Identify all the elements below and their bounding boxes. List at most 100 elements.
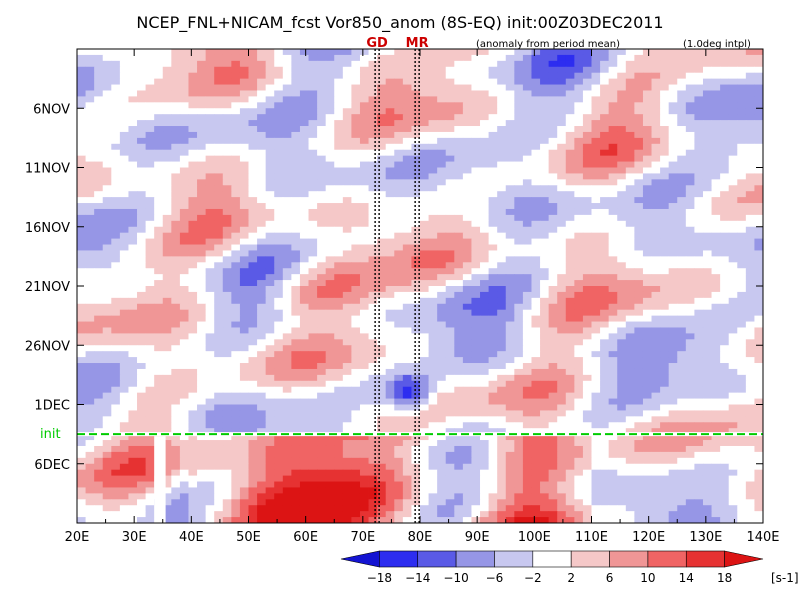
heat-cell xyxy=(488,309,498,317)
heat-cell xyxy=(94,173,104,180)
heat-cell xyxy=(222,203,232,210)
heat-cell xyxy=(728,244,738,251)
heat-cell xyxy=(111,208,121,216)
heat-cell xyxy=(711,96,721,103)
heat-cell xyxy=(600,309,610,317)
heat-cell xyxy=(591,327,601,334)
heat-cell xyxy=(411,404,421,411)
heat-cell xyxy=(205,398,215,405)
heat-cell xyxy=(677,143,687,151)
heat-cell xyxy=(291,203,301,210)
heat-cell xyxy=(102,114,112,121)
heat-cell xyxy=(745,274,755,281)
heat-cell xyxy=(111,327,121,334)
heat-cell xyxy=(754,232,764,239)
heat-cell xyxy=(462,345,472,352)
heat-cell xyxy=(488,339,498,346)
heat-cell xyxy=(402,363,412,370)
heat-cell xyxy=(625,398,635,405)
heat-cell xyxy=(94,126,104,133)
heat-cell xyxy=(591,274,601,281)
heat-cell xyxy=(85,78,95,85)
heat-cell xyxy=(557,84,567,91)
heat-cell xyxy=(522,208,532,216)
heat-cell xyxy=(531,143,541,151)
heat-cell xyxy=(462,410,472,417)
heat-cell xyxy=(514,268,524,275)
heat-cell xyxy=(334,155,344,162)
heat-cell xyxy=(420,72,429,80)
heat-cell xyxy=(660,357,670,364)
heat-cell xyxy=(454,357,464,364)
heat-cell xyxy=(548,131,558,139)
heat-cell xyxy=(402,126,412,133)
heat-cell xyxy=(582,368,592,376)
heat-cell xyxy=(214,191,224,198)
heat-cell xyxy=(239,321,249,328)
heat-cell xyxy=(728,84,738,91)
heat-cell xyxy=(574,345,584,352)
heat-cell xyxy=(531,392,541,399)
heat-cell xyxy=(445,72,455,80)
heat-cell xyxy=(411,321,421,328)
heat-cell xyxy=(154,416,164,423)
heat-cell xyxy=(745,238,755,245)
heat-cell xyxy=(248,232,258,239)
heat-cell xyxy=(402,149,412,157)
heat-cell xyxy=(471,208,481,216)
heat-cell xyxy=(377,191,387,198)
heat-cell xyxy=(299,137,309,145)
heat-cell xyxy=(351,167,361,174)
heat-cell xyxy=(651,60,661,68)
heat-cell xyxy=(188,386,198,394)
heat-cell xyxy=(454,108,464,115)
heat-cell xyxy=(694,120,704,127)
heat-cell xyxy=(531,333,541,340)
heat-cell xyxy=(660,351,670,358)
heat-cell xyxy=(540,280,550,287)
heat-cell xyxy=(634,280,644,287)
heat-cell xyxy=(531,363,541,370)
heat-cell xyxy=(505,291,515,299)
heat-cell xyxy=(694,96,704,103)
heat-cell xyxy=(222,155,232,162)
heat-cell xyxy=(728,404,738,411)
heat-cell xyxy=(197,96,207,103)
heat-cell xyxy=(480,268,489,275)
heat-cell xyxy=(214,203,224,210)
heat-cell xyxy=(282,398,292,405)
heat-cell xyxy=(222,244,232,251)
heat-cell xyxy=(582,66,592,74)
heat-cell xyxy=(642,244,652,251)
heat-cell xyxy=(334,404,344,411)
heat-cell xyxy=(394,66,404,74)
heat-cell xyxy=(522,197,532,204)
heat-cell xyxy=(325,208,335,216)
heat-cell xyxy=(548,232,558,239)
heat-cell xyxy=(720,339,730,346)
heat-cell xyxy=(325,155,335,162)
heat-cell xyxy=(402,339,412,346)
heat-cell xyxy=(711,90,721,97)
heat-cell xyxy=(205,49,215,56)
heat-cell xyxy=(137,327,146,334)
heat-cell xyxy=(197,161,207,168)
heat-cell xyxy=(394,232,404,239)
heat-cell xyxy=(488,66,498,74)
heat-cell xyxy=(754,179,764,186)
heat-cell xyxy=(728,398,738,405)
heat-cell xyxy=(437,78,447,85)
heat-cell xyxy=(325,244,335,251)
heat-cell xyxy=(222,173,232,180)
heat-cell xyxy=(480,315,489,322)
heat-cell xyxy=(317,155,327,162)
heat-cell xyxy=(85,197,95,204)
heat-cell xyxy=(625,214,635,222)
heat-cell xyxy=(342,380,352,388)
heat-cell xyxy=(617,102,627,109)
heat-cell xyxy=(745,232,755,239)
heat-cell xyxy=(574,386,584,394)
heat-cell xyxy=(531,185,541,192)
heat-cell xyxy=(377,137,387,145)
heat-cell xyxy=(497,161,507,168)
